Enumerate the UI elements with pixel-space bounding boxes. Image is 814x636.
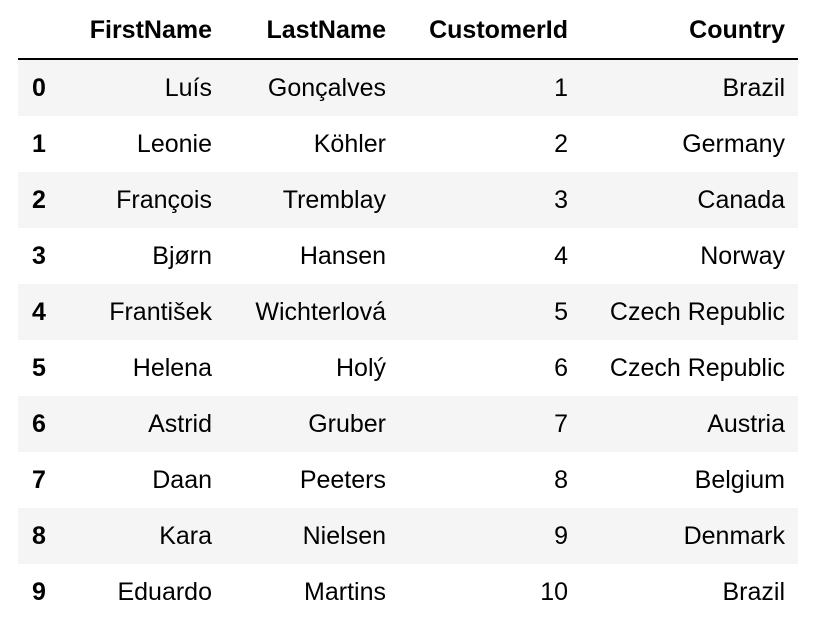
column-header-firstname: FirstName xyxy=(66,3,226,60)
cell-lastname: Nielsen xyxy=(302,521,386,550)
table-row: 1 Leonie Köhler 2 Germany xyxy=(18,116,798,172)
cell-lastname: Gruber xyxy=(308,409,386,438)
column-header-customerid: CustomerId xyxy=(400,3,582,60)
cell-country: Czech Republic xyxy=(609,297,785,326)
row-index: 7 xyxy=(32,465,46,494)
cell-country: Brazil xyxy=(722,577,785,606)
header-row: FirstName LastName CustomerId Country xyxy=(18,3,798,60)
table-row: 8 Kara Nielsen 9 Denmark xyxy=(18,508,798,564)
cell-lastname: Wichterlová xyxy=(255,297,386,326)
cell-country: Belgium xyxy=(694,465,785,494)
table-row: 6 Astrid Gruber 7 Austria xyxy=(18,396,798,452)
row-index: 6 xyxy=(32,409,46,438)
row-index: 5 xyxy=(32,353,46,382)
cell-lastname: Köhler xyxy=(313,129,386,158)
table-row: 4 František Wichterlová 5 Czech Republic xyxy=(18,284,798,340)
cell-firstname: François xyxy=(116,185,212,214)
cell-firstname: Leonie xyxy=(136,129,212,158)
cell-customerid: 7 xyxy=(554,409,568,438)
cell-lastname: Holý xyxy=(335,353,386,382)
cell-country: Czech Republic xyxy=(609,353,785,382)
cell-lastname: Hansen xyxy=(299,241,386,270)
cell-firstname: Helena xyxy=(132,353,212,382)
row-index: 0 xyxy=(32,73,46,102)
cell-customerid: 4 xyxy=(554,241,568,270)
cell-country: Canada xyxy=(697,185,785,214)
cell-firstname: Astrid xyxy=(148,409,212,438)
cell-country: Austria xyxy=(707,409,785,438)
cell-firstname: Eduardo xyxy=(117,577,212,606)
table-row: 5 Helena Holý 6 Czech Republic xyxy=(18,340,798,396)
dataframe-container: FirstName LastName CustomerId Country 0 … xyxy=(18,3,798,620)
cell-country: Norway xyxy=(700,241,785,270)
row-index: 3 xyxy=(32,241,46,270)
cell-firstname: Bjørn xyxy=(152,241,212,270)
cell-customerid: 5 xyxy=(554,297,568,326)
table-row: 2 François Tremblay 3 Canada xyxy=(18,172,798,228)
index-header xyxy=(18,3,66,60)
row-index: 2 xyxy=(32,185,46,214)
row-index: 1 xyxy=(32,129,46,158)
cell-customerid: 8 xyxy=(554,465,568,494)
cell-customerid: 3 xyxy=(554,185,568,214)
cell-country: Germany xyxy=(682,129,785,158)
cell-lastname: Gonçalves xyxy=(267,73,386,102)
cell-lastname: Peeters xyxy=(299,465,386,494)
cell-country: Brazil xyxy=(722,73,785,102)
cell-firstname: Daan xyxy=(152,465,212,494)
cell-customerid: 9 xyxy=(554,521,568,550)
cell-customerid: 10 xyxy=(540,577,568,606)
cell-firstname: František xyxy=(109,297,212,326)
cell-customerid: 1 xyxy=(554,73,568,102)
cell-lastname: Martins xyxy=(304,577,386,606)
dataframe-table: FirstName LastName CustomerId Country 0 … xyxy=(18,3,798,620)
cell-lastname: Tremblay xyxy=(282,185,386,214)
row-index: 4 xyxy=(32,297,46,326)
column-header-country: Country xyxy=(582,3,798,60)
cell-firstname: Kara xyxy=(159,521,212,550)
cell-firstname: Luís xyxy=(164,73,212,102)
table-row: 9 Eduardo Martins 10 Brazil xyxy=(18,564,798,620)
table-row: 3 Bjørn Hansen 4 Norway xyxy=(18,228,798,284)
table-row: 0 Luís Gonçalves 1 Brazil xyxy=(18,59,798,116)
row-index: 8 xyxy=(32,521,46,550)
row-index: 9 xyxy=(32,577,46,606)
column-header-lastname: LastName xyxy=(226,3,400,60)
cell-customerid: 2 xyxy=(554,129,568,158)
cell-customerid: 6 xyxy=(554,353,568,382)
table-row: 7 Daan Peeters 8 Belgium xyxy=(18,452,798,508)
cell-country: Denmark xyxy=(683,521,785,550)
